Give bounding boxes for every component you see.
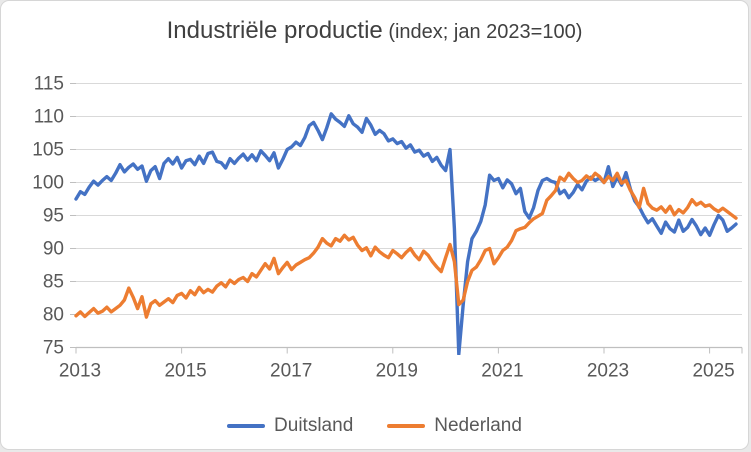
y-axis-tick-label: 105 — [32, 140, 64, 161]
chart-title: Industriële productie (index; jan 2023=1… — [1, 17, 748, 45]
y-axis-tick-label: 110 — [34, 107, 64, 128]
x-axis: 2013 2015 2017 2019 2021 2023 2025 — [59, 346, 743, 382]
duitsland-line-swatch — [227, 424, 266, 428]
x-axis-tick-label: 2023 — [587, 361, 629, 382]
legend-item-duitsland[interactable]: Duitsland — [227, 415, 353, 437]
x-axis-tick-label: 2021 — [481, 361, 523, 382]
x-axis-tick-label: 2013 — [59, 361, 101, 382]
series-line-duitsland — [74, 112, 738, 355]
y-axis-tick-label: 90 — [43, 239, 64, 260]
legend-label-nederland: Nederland — [434, 415, 522, 436]
y-axis-tick-label: 115 — [34, 74, 64, 95]
y-axis-tick-label: 100 — [32, 173, 64, 194]
nederland-line-swatch — [387, 424, 426, 428]
chart-title-sub: (index; jan 2023=100) — [382, 21, 583, 43]
y-axis: 75 80 85 90 95 100 105 110 115 — [32, 74, 76, 359]
x-axis-tick-label: 2025 — [692, 361, 734, 382]
x-axis-tick-label: 2015 — [164, 361, 206, 382]
x-axis-tick-label: 2019 — [376, 361, 418, 382]
series-line-nederland — [74, 171, 738, 319]
y-axis-tick-label: 95 — [43, 206, 64, 227]
y-axis-tick-label: 80 — [43, 305, 64, 326]
gridlines — [76, 83, 742, 315]
chart-title-main: Industriële productie — [166, 17, 383, 44]
chart-legend: Duitsland Nederland — [1, 415, 748, 437]
y-axis-tick-label: 75 — [43, 338, 64, 359]
x-axis-tick-label: 2017 — [270, 361, 312, 382]
y-axis-tick-label: 85 — [43, 272, 64, 293]
legend-item-nederland[interactable]: Nederland — [387, 415, 522, 437]
legend-label-duitsland: Duitsland — [274, 415, 354, 436]
